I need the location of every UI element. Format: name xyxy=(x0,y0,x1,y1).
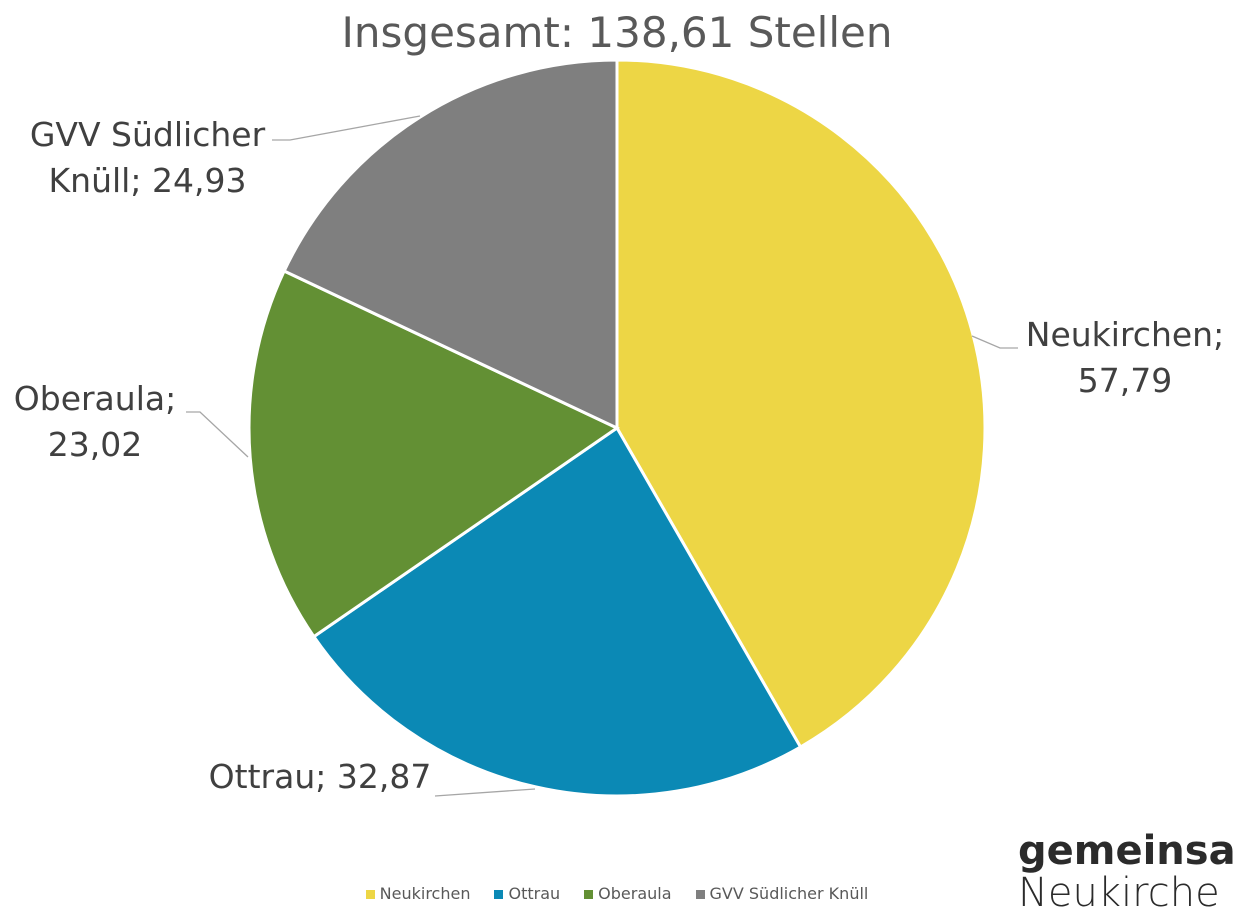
legend-label: Ottrau xyxy=(508,884,561,903)
data-label: Ottrau; 32,87 xyxy=(208,757,432,796)
leader-line xyxy=(434,788,536,797)
legend-swatch xyxy=(584,890,594,899)
leader-line xyxy=(272,115,421,141)
pie-slice xyxy=(247,269,620,639)
legend-swatch xyxy=(494,890,504,899)
legend-swatch xyxy=(365,890,375,899)
legend: Neukirchen Ottrau Oberaula GVV Südlicher Kn… xyxy=(0,884,1234,903)
legend-swatch xyxy=(695,890,705,899)
legend-label: GVV Südlicher Knüll xyxy=(709,884,869,903)
data-label: Neukirchen; 57,79 xyxy=(1025,315,1225,400)
legend-item: Oberaula xyxy=(584,884,672,903)
logo-text: gemeinsa xyxy=(1018,828,1234,874)
logo-text: Neukirche xyxy=(1018,870,1220,908)
legend-label: Neukirchen xyxy=(379,884,471,903)
legend-item: Ottrau xyxy=(494,884,560,903)
leader-line xyxy=(971,335,1018,349)
pie-slice xyxy=(282,58,619,431)
chart-title: Insgesamt: 138,61 Stellen xyxy=(341,8,893,57)
legend-item: Neukirchen xyxy=(365,884,471,903)
legend-item: GVV Südlicher Knüll xyxy=(695,884,869,903)
leader-line xyxy=(186,411,249,458)
pie-slice xyxy=(311,425,803,798)
data-label: GVV Südlicher Knüll; 24,93 xyxy=(29,115,266,200)
legend-label: Oberaula xyxy=(598,884,672,903)
data-label: Oberaula; 23,02 xyxy=(13,379,177,464)
pie-slice xyxy=(615,58,987,750)
